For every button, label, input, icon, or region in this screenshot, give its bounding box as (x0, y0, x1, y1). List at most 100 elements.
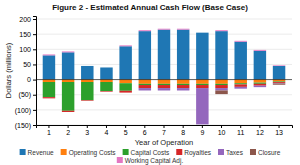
x-axis-line (37, 126, 293, 129)
bar (273, 65, 285, 67)
bar (215, 80, 227, 84)
bar (139, 30, 151, 32)
bar (196, 85, 208, 88)
y-tick-mark (33, 80, 36, 81)
x-tick-label: 12 (256, 129, 264, 136)
y-tick-label: 150 (19, 31, 31, 38)
y-tick: (150) (15, 122, 36, 130)
bar (43, 80, 55, 82)
bar (254, 86, 266, 88)
series (43, 30, 286, 80)
y-tick-label: 50 (23, 61, 31, 68)
bar (196, 88, 208, 124)
legend-swatch (20, 149, 26, 155)
bar (273, 82, 285, 84)
y-tick-mark (33, 64, 36, 65)
legend-item: Closure (250, 149, 281, 156)
x-tick-label: 8 (181, 129, 185, 136)
legend-item: Taxes (218, 149, 244, 156)
series (215, 84, 285, 95)
x-tick-label: 5 (124, 129, 128, 136)
x-tick-label: 7 (162, 129, 166, 136)
x-tick-mark (183, 125, 184, 128)
x-tick-mark (240, 125, 241, 128)
chart: Revenue Operating Costs Capital Costs Royal… (0, 0, 300, 165)
bar (234, 80, 246, 84)
bar (158, 85, 170, 88)
x-tick-mark (259, 125, 260, 128)
bar (158, 28, 170, 30)
bars (43, 29, 286, 125)
y-tick-label: (100) (15, 107, 31, 115)
bar (177, 28, 189, 30)
legend-swatch (61, 149, 67, 155)
x-tick: 3 (85, 125, 89, 136)
x-tick: 8 (181, 125, 185, 136)
bar (234, 40, 246, 42)
bar (62, 82, 74, 111)
x-tick-mark (279, 125, 280, 128)
series (43, 82, 286, 112)
legend-label: Capital Costs (131, 149, 170, 157)
bar (254, 80, 266, 83)
bar (43, 55, 55, 79)
legend-item: Revenue (20, 149, 54, 156)
x-tick-mark (106, 125, 107, 128)
bar (215, 85, 227, 88)
bar (119, 83, 131, 91)
legend-swatch (218, 149, 224, 155)
y-tick: 0 (27, 76, 36, 83)
bar (273, 82, 285, 84)
y-tick-mark (33, 34, 36, 35)
y-tick: (50) (19, 91, 36, 99)
y-tick-mark (33, 49, 36, 50)
x-tick-mark (144, 125, 145, 128)
bar (215, 84, 227, 85)
legend-swatch (176, 149, 182, 155)
bar (119, 91, 131, 93)
series (43, 80, 286, 84)
bar (100, 67, 112, 79)
grid-line (36, 94, 292, 95)
bar (254, 83, 266, 84)
x-tick-mark (48, 125, 49, 128)
legend-swatch (250, 149, 256, 155)
x-tick-mark (202, 125, 203, 128)
y-tick-label: 100 (19, 46, 31, 53)
bar (81, 80, 93, 82)
bar (119, 45, 131, 47)
x-tick-mark (221, 125, 222, 128)
x-tick: 13 (275, 125, 283, 136)
bar (234, 42, 246, 80)
y-tick-label: 0 (27, 76, 31, 83)
legend-item: Operating Costs (61, 149, 117, 157)
bar (158, 80, 170, 84)
bar (100, 80, 112, 82)
bar (177, 80, 189, 84)
bar (43, 54, 55, 56)
legend-swatch (117, 157, 123, 163)
bar (234, 83, 246, 84)
bar (139, 88, 151, 90)
bar (139, 31, 151, 79)
bar (139, 84, 151, 85)
bar (81, 66, 93, 80)
x-tick-label: 1 (47, 129, 51, 136)
bar (139, 80, 151, 84)
y-tick-mark (33, 125, 36, 126)
x-tick: 9 (200, 125, 204, 136)
bar (177, 85, 189, 88)
bar (177, 84, 189, 85)
bar (254, 84, 266, 86)
bar (158, 30, 170, 80)
legend-label: Closure (258, 149, 281, 156)
bar (139, 85, 151, 88)
x-tick-label: 2 (66, 129, 70, 136)
x-tick-mark (87, 125, 88, 128)
y-tick: 200 (19, 16, 36, 23)
bar (273, 84, 285, 85)
legend-item: Royalties (176, 149, 211, 157)
bar (100, 91, 112, 93)
x-tick-label: 6 (143, 129, 147, 136)
bar (234, 84, 246, 86)
